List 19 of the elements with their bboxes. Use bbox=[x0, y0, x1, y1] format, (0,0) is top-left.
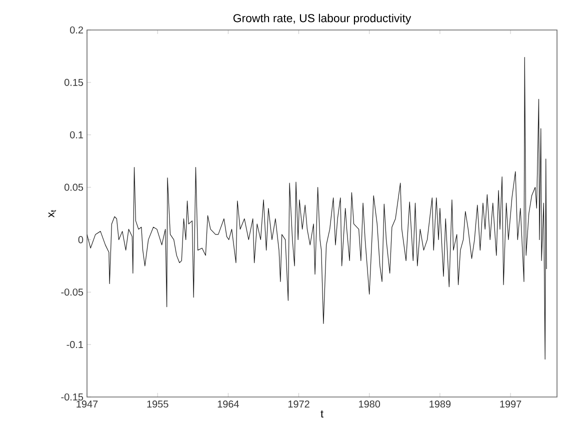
y-tick-label: 0.05 bbox=[64, 184, 84, 191]
x-tick-label: 1980 bbox=[359, 400, 380, 408]
y-tick-label: -0.15 bbox=[61, 393, 84, 401]
x-tick-label: 1964 bbox=[218, 400, 239, 408]
line-series bbox=[87, 56, 547, 360]
x-tick-label: 1972 bbox=[288, 400, 310, 408]
y-tick-label: 0.15 bbox=[64, 78, 84, 86]
chart-title: Growth rate, US labour productivity bbox=[233, 14, 412, 24]
x-tick-label: 1989 bbox=[430, 400, 451, 408]
y-tick-label: -0.1 bbox=[66, 341, 84, 348]
y-axis-title: x$_{t}$ bbox=[48, 210, 56, 218]
x-tick-label: 1947 bbox=[76, 400, 98, 408]
x-axis-title: t bbox=[320, 410, 324, 418]
y-tick-label: -0.05 bbox=[61, 288, 84, 296]
y-tick-label: 0.1 bbox=[70, 131, 84, 138]
x-tick-label: 1955 bbox=[147, 400, 168, 408]
x-tick-label: 1997 bbox=[500, 400, 522, 408]
y-tick-label: 0 bbox=[78, 236, 84, 244]
y-tick-label: 0.2 bbox=[70, 26, 83, 34]
